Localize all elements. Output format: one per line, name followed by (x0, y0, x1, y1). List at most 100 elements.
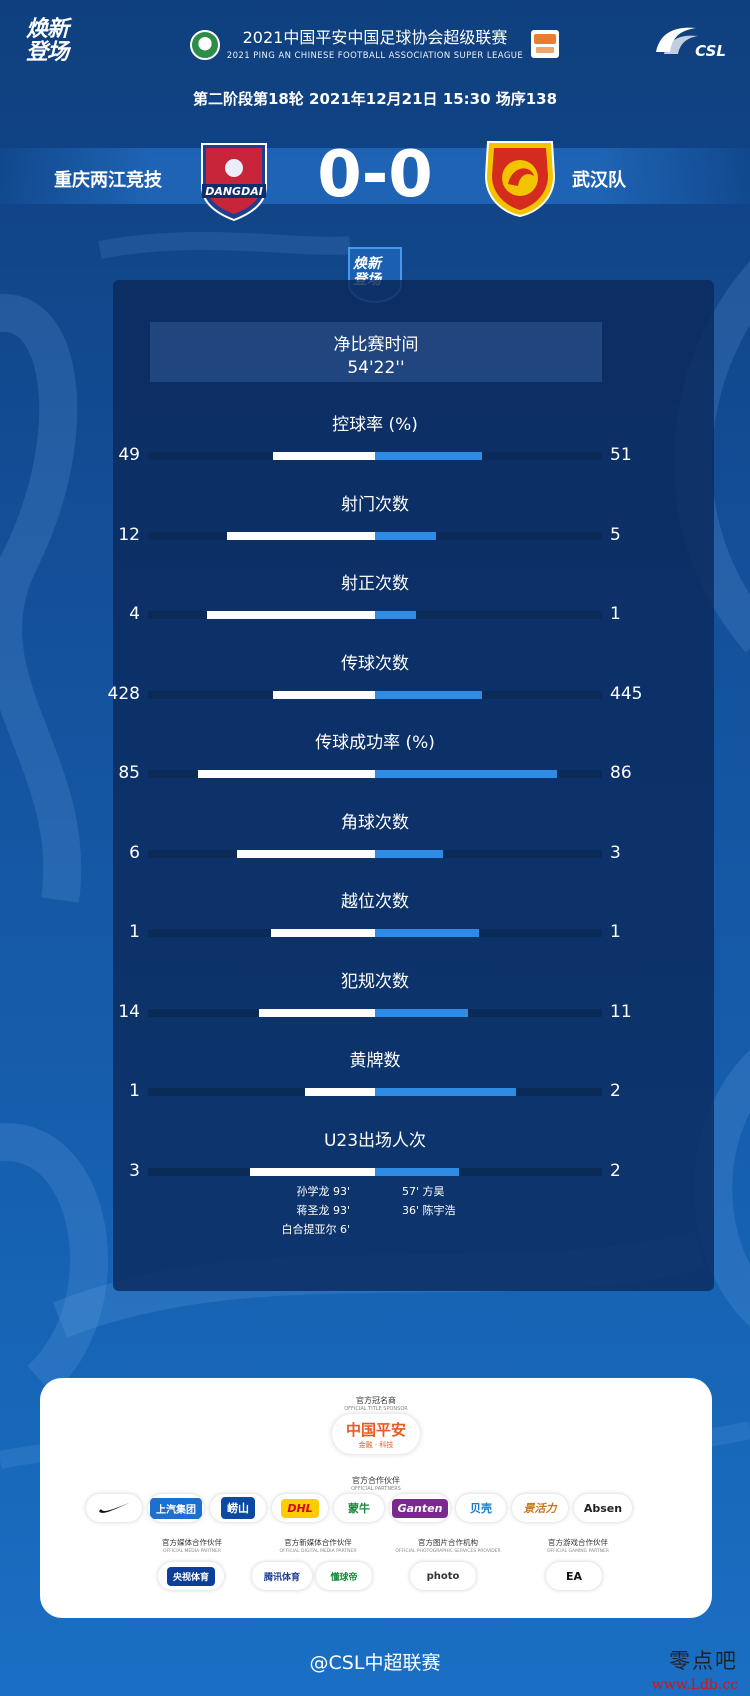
stat-home-bar (304, 1088, 375, 1096)
stat-home-bar (197, 770, 375, 778)
photo-head: 官方图片合作机构 OFFICIAL PHOTOGRAPHIC SERVICES … (388, 1538, 508, 1556)
stat-row: 射门次数 12 5 (0, 490, 750, 560)
u23-away-players: 57' 方昊 36' 陈宇浩 (402, 1182, 512, 1220)
stat-away-value: 5 (610, 524, 621, 545)
partner-ganten: Ganten (390, 1494, 450, 1522)
round-info: 第二阶段第18轮 2021年12月21日 15:30 场序138 (192, 90, 558, 108)
partner-nike (86, 1494, 142, 1522)
photo-icphoto-text: photo (426, 1570, 460, 1582)
partner-absen-text: Absen (583, 1501, 623, 1515)
title-sponsor-head: 官方冠名商 OFFICIAL TITLE SPONSOR (40, 1396, 712, 1414)
stat-away-bar (375, 531, 437, 540)
stat-label: 射门次数 (341, 494, 409, 515)
title-sponsor-head-cn: 官方冠名商 (356, 1396, 396, 1405)
net-time-value: 54'22'' (347, 358, 405, 378)
title-sponsor-tag: 金融 · 科技 (358, 1441, 394, 1449)
media-head-cn: 官方媒体合作伙伴 (162, 1538, 222, 1547)
stat-away-value: 2 (610, 1160, 621, 1181)
net-time-label: 净比赛时间 (333, 335, 419, 355)
stat-row: 越位次数 1 1 (0, 887, 750, 957)
stat-label: 射正次数 (341, 574, 409, 594)
newmedia-tencent: 腾讯体育 (252, 1562, 312, 1590)
partner-absen: Absen (574, 1494, 632, 1522)
stat-home-bar (259, 1008, 375, 1017)
stat-label: 控球率 (%) (332, 415, 418, 435)
stat-away-value: 2 (610, 1081, 621, 1101)
stat-row: 角球次数 6 3 (0, 808, 750, 878)
partner-mengniu-text: 蒙牛 (348, 1502, 370, 1515)
newmedia-dongqiudi-text: 懂球帝 (330, 1572, 358, 1583)
stat-row: 犯规次数 14 11 (0, 967, 750, 1037)
csl-logo: CSL (652, 22, 728, 62)
partner-beike: 贝壳 (456, 1494, 506, 1522)
media-cctv-text: 央视体育 (166, 1566, 215, 1586)
home-team-name: 重庆两江竞技 (54, 170, 162, 191)
stat-home-value: 428 (107, 683, 140, 704)
away-team-name: 武汉队 (572, 170, 626, 191)
media-head-en: OFFICIAL MEDIA PARTNER (163, 1549, 221, 1554)
brand-line2: 登场 (26, 39, 69, 65)
newmedia-tencent-text: 腾讯体育 (263, 1572, 300, 1583)
stat-row: 传球成功率 (%) 85 86 (0, 728, 750, 798)
stat-away-bar (375, 611, 416, 619)
partner-jinghuoli: 景活力 (512, 1494, 568, 1522)
stat-away-bar (375, 1167, 459, 1176)
newmedia-head: 官方新媒体合作伙伴 OFFICIAL DIGITAL MEDIA PARTNER (258, 1538, 378, 1556)
u23-home-player: 白合提亚尔 6' (281, 1223, 350, 1236)
watermark-zh: 零点吧 (669, 1649, 738, 1673)
league-title-en: 2021 PING AN CHINESE FOOTBALL ASSOCIATIO… (226, 51, 524, 61)
stat-away-value: 3 (610, 842, 621, 863)
stat-home-bar (227, 531, 375, 540)
stat-away-value: 51 (610, 445, 632, 465)
partner-saic-text: 上汽集团 (150, 1497, 202, 1519)
stat-row: 射正次数 4 1 (0, 569, 750, 639)
stat-home-bar (272, 690, 375, 699)
u23-home-players: 孙学龙 93' 蒋圣龙 93' 白合提亚尔 6' (240, 1182, 350, 1239)
stat-away-value: 1 (610, 922, 621, 942)
stat-home-value: 4 (129, 604, 140, 624)
stat-label: 角球次数 (341, 812, 409, 833)
stat-label: 传球次数 (341, 653, 409, 674)
away-team-crest (480, 136, 560, 218)
game-ea-text: EA (565, 1569, 583, 1583)
stat-row: 黄牌数 1 2 (0, 1046, 750, 1116)
stat-label: 传球成功率 (%) (315, 733, 435, 753)
game-head: 官方游戏合作伙伴 OFFICIAL GAMING PARTNER (518, 1538, 638, 1556)
stats-panel (113, 280, 714, 1291)
partner-saic: 上汽集团 (148, 1494, 204, 1522)
stat-label: U23出场人次 (323, 1130, 427, 1151)
net-playing-time: 净比赛时间 54'22'' (150, 322, 602, 382)
league-title-cn: 2021中国平安中国足球协会超级联赛 (242, 28, 508, 47)
ping-an-badge-icon (531, 30, 559, 58)
partners-head-en: OFFICIAL PARTNERS (351, 1486, 401, 1492)
stat-away-value: 11 (610, 1001, 632, 1022)
photo-head-cn: 官方图片合作机构 (418, 1538, 478, 1547)
stat-row: 控球率 (%) 49 51 (0, 410, 750, 480)
stat-home-bar (272, 452, 375, 460)
stat-home-value: 12 (118, 524, 140, 545)
game-head-cn: 官方游戏合作伙伴 (548, 1538, 608, 1547)
partner-beike-text: 贝壳 (470, 1502, 492, 1515)
photo-icphoto: photo (410, 1562, 476, 1590)
media-head: 官方媒体合作伙伴 OFFICIAL MEDIA PARTNER (132, 1538, 252, 1556)
title-sponsor-head-en: OFFICIAL TITLE SPONSOR (344, 1406, 408, 1412)
newmedia-head-cn: 官方新媒体合作伙伴 (284, 1538, 352, 1547)
media-cctv-sports: 央视体育 (158, 1562, 224, 1590)
stat-home-value: 6 (129, 842, 140, 863)
league-title: 2021中国平安中国足球协会超级联赛 2021 PING AN CHINESE … (0, 24, 750, 61)
partner-laoshan-text: 崂山 (221, 1497, 255, 1519)
stat-away-bar (375, 690, 482, 699)
stat-away-value: 1 (610, 604, 621, 624)
stat-home-value: 3 (129, 1160, 140, 1181)
stat-away-bar (375, 1088, 516, 1096)
stat-home-value: 1 (129, 1081, 140, 1101)
center-badge-line1: 焕新 (353, 256, 381, 272)
newmedia-head-en: OFFICIAL DIGITAL MEDIA PARTNER (279, 1549, 357, 1554)
title-sponsor-logo: 中国平安 金融 · 科技 (332, 1414, 420, 1454)
partner-jinghuoli-text: 景活力 (523, 1502, 557, 1515)
photo-head-en: OFFICIAL PHOTOGRAPHIC SERVICES PROVIDER (395, 1549, 501, 1554)
home-crest-text: DANGDAI (205, 185, 263, 198)
stat-away-bar (375, 849, 444, 858)
partner-dhl: DHL (272, 1494, 328, 1522)
stat-label: 犯规次数 (341, 971, 409, 992)
